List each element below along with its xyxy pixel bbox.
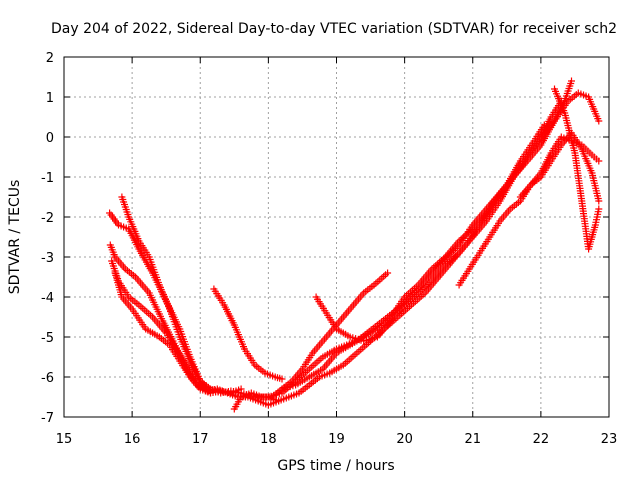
x-tick-label: 22	[533, 432, 550, 447]
y-tick-label: -1	[41, 171, 54, 186]
y-axis-label: SDTVAR / TECUs	[7, 180, 23, 295]
data-markers	[106, 77, 603, 413]
x-tick-label: 17	[192, 432, 209, 447]
series-track-7	[230, 269, 392, 413]
series-track-5	[118, 193, 214, 397]
y-tick-label: 0	[46, 131, 54, 146]
series-markers	[111, 269, 225, 397]
y-tick-label: -6	[41, 371, 54, 386]
axis-ticks: 15 16 17 18 19 20 21 22 23 -7 -6 -5 -4 -3 -2 -1 0 1 2	[41, 51, 617, 447]
chart-title: Day 204 of 2022, Sidereal Day-to-day VTE…	[51, 21, 617, 37]
y-tick-label: -2	[41, 211, 54, 226]
x-tick-label: 20	[396, 432, 413, 447]
series-markers	[516, 129, 603, 205]
x-tick-label: 19	[328, 432, 345, 447]
series-markers	[312, 89, 603, 345]
y-tick-label: 2	[46, 51, 54, 66]
x-tick-label: 23	[601, 432, 618, 447]
x-axis-label: GPS time / hours	[277, 458, 394, 474]
series-track-10	[312, 89, 603, 345]
y-tick-label: -4	[41, 291, 54, 306]
y-tick-label: -5	[41, 331, 54, 346]
x-tick-label: 16	[124, 432, 141, 447]
series-track-6	[210, 285, 286, 383]
x-tick-label: 18	[260, 432, 277, 447]
y-tick-label: 1	[46, 91, 54, 106]
y-tick-label: -7	[41, 411, 54, 426]
series-markers	[210, 285, 286, 383]
y-tick-label: -3	[41, 251, 54, 266]
series-track-13	[516, 129, 603, 205]
series-track-4	[111, 269, 225, 397]
x-tick-label: 15	[56, 432, 73, 447]
series-markers	[118, 193, 214, 397]
series-markers	[230, 269, 392, 413]
x-tick-label: 21	[464, 432, 481, 447]
